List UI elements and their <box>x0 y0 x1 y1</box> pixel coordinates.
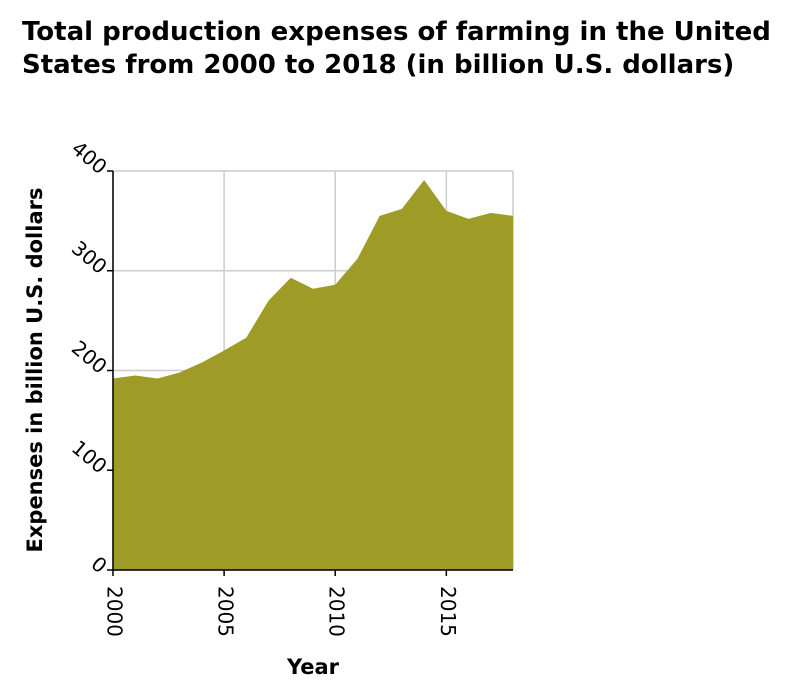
x-tick-label-2015: 2015 <box>436 586 460 637</box>
axes <box>107 170 513 576</box>
chart-title: Total production expenses of farming in … <box>22 17 771 80</box>
y-tick-label-300: 300 <box>67 236 112 279</box>
x-tick-labels: 2000 2005 2010 2015 <box>103 586 460 637</box>
x-tick-label-2000: 2000 <box>103 586 127 637</box>
y-tick-labels: 0 100 200 300 400 <box>67 136 112 578</box>
x-axis-label: Year <box>286 655 340 679</box>
y-tick-label-400: 400 <box>67 136 112 179</box>
x-tick-label-2005: 2005 <box>214 586 238 637</box>
y-axis-label: Expenses in billion U.S. dollars <box>23 188 47 553</box>
y-tick-label-0: 0 <box>86 551 111 578</box>
expenses-area <box>113 179 513 571</box>
x-tick-label-2010: 2010 <box>325 586 349 637</box>
y-tick-label-100: 100 <box>67 435 112 478</box>
y-tick-label-200: 200 <box>67 336 112 379</box>
